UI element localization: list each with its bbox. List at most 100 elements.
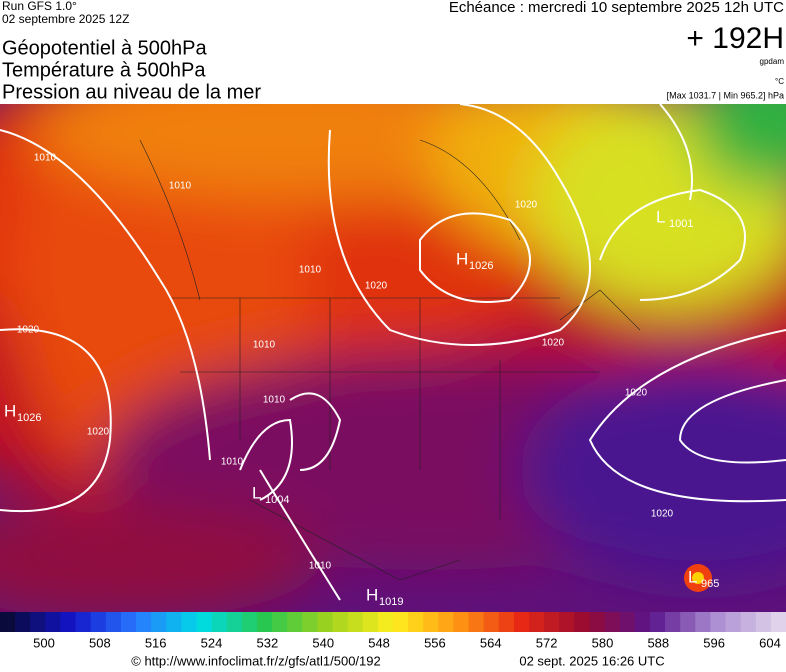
colorbar-swatch (680, 612, 696, 632)
colorbar-swatch (483, 612, 500, 632)
colorbar-swatch (60, 612, 77, 632)
source: © http://www.infoclimat.fr/z/gfs/atl1/50… (131, 653, 380, 668)
colorbar-swatch (136, 612, 152, 632)
center-value: 1004 (265, 494, 289, 506)
title: Pression au niveau de la mer (2, 81, 261, 103)
isobar-label: 1020 (651, 509, 674, 520)
colorbar-swatch (211, 612, 228, 632)
colorbar-tick-label: 572 (536, 635, 558, 650)
colorbar-swatch (120, 612, 137, 632)
colorbar-swatch (256, 612, 273, 632)
colorbar-swatch (740, 612, 757, 632)
colorbar-swatch (513, 612, 530, 632)
colorbar-tick-label: 596 (703, 635, 725, 650)
colorbar-swatch (498, 612, 515, 632)
colorbar-tick-label: 580 (592, 635, 614, 650)
colorbar-tick-label: 516 (145, 635, 167, 650)
colorbar-swatch (272, 612, 288, 632)
colorbar-swatch (317, 612, 334, 632)
generated: 02 sept. 2025 16:26 UTC (519, 653, 664, 668)
colorbar-tick-label: 548 (368, 635, 390, 650)
colorbar-swatch (302, 612, 318, 632)
colorbar-swatch (151, 612, 167, 632)
colorbar-swatch (377, 612, 394, 632)
center-value: 1019 (379, 596, 403, 608)
colorbar-swatch (695, 612, 711, 632)
colorbar-swatch (559, 612, 575, 632)
isobar-label: 1010 (221, 457, 244, 468)
map (0, 104, 786, 612)
colorbar-swatch (226, 612, 243, 632)
isobar-label: 1020 (365, 281, 388, 292)
run-date: 02 septembre 2025 12Z (2, 12, 129, 26)
colorbar-tick-label: 500 (33, 635, 55, 650)
colorbar-swatch (166, 612, 182, 632)
colorbar-swatch (393, 612, 409, 632)
colorbar-swatch (347, 612, 364, 632)
valid-time: Echéance : mercredi 10 septembre 2025 12… (449, 0, 784, 16)
isobar-label: 1010 (263, 395, 286, 406)
center-value: 965 (701, 578, 719, 590)
colorbar-swatch (544, 612, 560, 632)
colorbar: 500 508 516 524 532 540 548 556 564 572 580 588 596 6… (0, 612, 786, 650)
isobar-label: 1020 (17, 325, 40, 336)
colorbar-swatch (468, 612, 485, 632)
colorbar-swatch (453, 612, 470, 632)
center-letter: H (456, 249, 468, 268)
colorbar-swatch (574, 612, 590, 632)
colorbar-swatch (362, 612, 379, 632)
colorbar-swatch (196, 612, 213, 632)
colorbar-tick-label: 564 (480, 635, 502, 650)
colorbar-tick-label: 556 (424, 635, 446, 650)
colorbar-swatch (105, 612, 122, 632)
colorbar-swatch (332, 612, 349, 632)
colorbar-swatch (241, 612, 258, 632)
colorbar-swatch (755, 612, 772, 632)
colorbar-swatch (75, 612, 92, 632)
isobar-label: 1010 (299, 265, 322, 276)
colorbar-tick-label: 508 (89, 635, 111, 650)
unit: gpdam (760, 57, 785, 66)
center-letter: L (252, 483, 261, 502)
colorbar-swatch (423, 612, 439, 632)
lead-time: + 192H (686, 22, 784, 55)
center-letter: L (688, 567, 697, 586)
colorbar-tick-label: 532 (257, 635, 279, 650)
colorbar-swatch (408, 612, 424, 632)
center-letter: L (656, 207, 665, 226)
colorbar-swatch (604, 612, 621, 632)
colorbar-swatch (30, 612, 46, 632)
colorbar-swatch (589, 612, 606, 632)
colorbar-swatch (619, 612, 636, 632)
colorbar-swatch (0, 612, 16, 632)
colorbar-swatch (438, 612, 454, 632)
isobar-label: 1020 (625, 388, 648, 399)
title: Géopotentiel à 500hPa (2, 37, 207, 59)
unit: °C (775, 77, 784, 86)
isobar-label: 1010 (169, 181, 192, 192)
colorbar-swatch (529, 612, 545, 632)
colorbar-swatch (649, 612, 666, 632)
colorbar-swatch (181, 612, 197, 632)
colorbar-swatch (665, 612, 681, 632)
isobar-label: 1010 (309, 561, 332, 572)
isobar-label: 1020 (542, 338, 565, 349)
center-value: 1026 (469, 260, 493, 272)
colorbar-swatch (725, 612, 742, 632)
center-letter: H (4, 401, 16, 420)
isobar-label: 1020 (87, 427, 110, 438)
isobar-label: 1010 (253, 340, 276, 351)
isobar-label: 1010 (34, 153, 57, 164)
colorbar-tick-label: 588 (647, 635, 669, 650)
colorbar-tick-label: 524 (201, 635, 223, 650)
extremes: [Max 1031.7 | Min 965.2] hPa (667, 90, 784, 100)
colorbar-tick-label: 604 (759, 635, 781, 650)
center-value: 1001 (669, 218, 693, 230)
center-letter: H (366, 585, 378, 604)
colorbar-tick-label: 540 (312, 635, 334, 650)
title: Température à 500hPa (2, 59, 206, 81)
colorbar-swatch (710, 612, 727, 632)
colorbar-swatch (634, 612, 651, 632)
